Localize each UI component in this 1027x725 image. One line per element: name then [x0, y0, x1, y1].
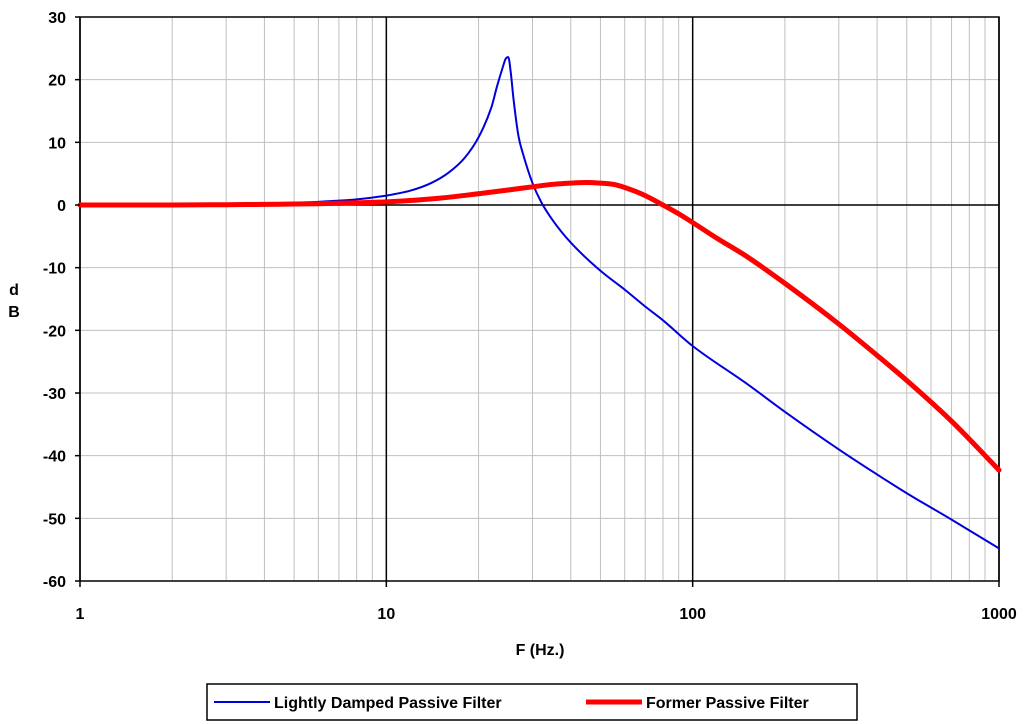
y-axis-title-line-1: d: [9, 282, 19, 299]
y-tick-label: 30: [48, 10, 66, 27]
y-tick-labels: 30 20 10 0 -10 -20 -30 -40 -50 -60: [43, 10, 80, 591]
x-tick-label: 10: [377, 606, 395, 623]
x-tick-label: 1: [76, 606, 85, 623]
minor-gridlines: [171, 17, 986, 581]
series-layer: [77, 56, 1002, 550]
series-line-lightly-damped: [79, 56, 1000, 550]
y-tick-label: -30: [43, 386, 66, 403]
series-line-former: [77, 179, 1002, 473]
legend-label-former: Former Passive Filter: [646, 695, 809, 712]
x-tick-labels: 1 10 100 1000: [76, 581, 1017, 623]
major-gridlines: [79, 16, 1000, 582]
x-axis-title: F (Hz.): [516, 642, 565, 659]
legend-label-lightly-damped: Lightly Damped Passive Filter: [274, 695, 502, 712]
legend: Lightly Damped Passive Filter Former Pas…: [206, 683, 858, 721]
legend-box: [206, 683, 858, 721]
y-axis-title-line-2: B: [8, 304, 20, 321]
y-tick-label: -20: [43, 323, 66, 340]
y-tick-label: 20: [48, 73, 66, 90]
y-tick-label: 0: [57, 198, 66, 215]
x-tick-label: 100: [679, 606, 706, 623]
y-tick-label: -10: [43, 261, 66, 278]
y-tick-label: -60: [43, 574, 66, 591]
y-tick-label: 10: [48, 135, 66, 152]
y-tick-label: -50: [43, 511, 66, 528]
x-tick-label: 1000: [981, 606, 1017, 623]
plot-area-frame: [79, 16, 1000, 582]
y-tick-label: -40: [43, 449, 66, 466]
